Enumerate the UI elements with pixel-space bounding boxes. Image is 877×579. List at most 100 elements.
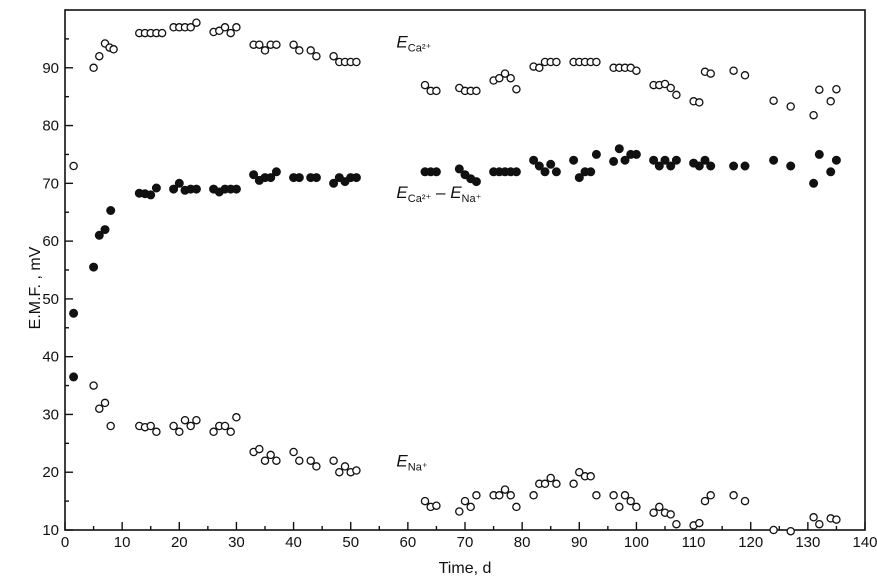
open-point xyxy=(569,479,578,489)
open-point xyxy=(340,462,350,471)
open-point xyxy=(89,63,98,73)
open-point xyxy=(666,510,675,519)
filled-point xyxy=(809,178,819,188)
x-tick-label: 50 xyxy=(342,534,359,551)
open-point xyxy=(592,491,601,500)
y-tick-label: 20 xyxy=(42,464,59,481)
open-point xyxy=(69,161,78,171)
filled-point xyxy=(266,173,276,183)
open-point xyxy=(575,467,584,477)
open-point xyxy=(226,427,235,437)
series-label: ENa⁺ xyxy=(396,451,427,473)
open-point xyxy=(815,85,824,94)
filled-point xyxy=(534,161,544,171)
filled-point xyxy=(631,149,641,159)
open-point xyxy=(295,456,304,465)
filled-point xyxy=(146,190,156,200)
filled-point xyxy=(100,225,110,235)
open-point xyxy=(466,502,475,512)
filled-point xyxy=(431,167,441,177)
open-point xyxy=(666,83,675,93)
open-point xyxy=(626,496,635,506)
open-point xyxy=(512,502,521,512)
open-point xyxy=(769,96,778,105)
filled-point xyxy=(329,178,339,188)
x-tick-label: 30 xyxy=(228,534,245,551)
open-point xyxy=(312,51,321,61)
open-point xyxy=(220,421,230,431)
filled-point xyxy=(706,161,716,171)
open-point xyxy=(832,515,841,524)
open-point xyxy=(546,473,555,483)
filled-point xyxy=(569,155,579,165)
open-point xyxy=(312,462,321,471)
filled-point xyxy=(769,155,779,165)
open-point xyxy=(95,51,104,61)
open-point xyxy=(695,98,704,107)
data-points xyxy=(69,18,841,536)
open-point xyxy=(209,427,218,437)
x-tick-label: 80 xyxy=(514,534,531,551)
open-point xyxy=(420,496,430,506)
filled-point xyxy=(551,167,561,177)
open-point xyxy=(809,110,818,120)
filled-point xyxy=(740,161,750,171)
open-point xyxy=(192,415,201,425)
y-tick-label: 30 xyxy=(42,406,59,423)
open-point xyxy=(632,502,641,512)
filled-point xyxy=(231,184,241,194)
open-point xyxy=(272,456,281,465)
filled-point xyxy=(729,161,739,171)
open-point xyxy=(535,63,544,73)
filled-point xyxy=(271,167,281,177)
open-point xyxy=(180,415,190,425)
open-point xyxy=(609,491,618,500)
open-point xyxy=(192,18,201,27)
open-point xyxy=(672,519,681,529)
open-point xyxy=(740,71,750,80)
x-tick-label: 70 xyxy=(457,534,474,551)
x-tick-label: 20 xyxy=(171,534,188,551)
filled-point xyxy=(591,149,601,159)
open-point xyxy=(826,97,835,106)
filled-point xyxy=(786,161,796,171)
open-point xyxy=(95,404,104,413)
open-point xyxy=(335,467,344,477)
open-point xyxy=(706,69,715,78)
x-axis-title: Time, d xyxy=(439,560,492,577)
filled-point xyxy=(294,173,304,183)
x-tick-label: 140 xyxy=(852,534,877,551)
y-tick-label: 60 xyxy=(42,233,59,250)
filled-point xyxy=(94,230,104,240)
open-point xyxy=(295,46,304,55)
y-tick-label: 10 xyxy=(42,522,59,539)
filled-point xyxy=(191,184,201,194)
open-point xyxy=(352,57,361,67)
x-tick-label: 100 xyxy=(624,534,649,551)
filled-point xyxy=(666,161,676,171)
open-point xyxy=(506,491,515,500)
open-point xyxy=(186,421,195,431)
x-tick-label: 110 xyxy=(682,534,706,551)
filled-point xyxy=(660,155,670,165)
filled-point xyxy=(620,155,630,165)
open-point xyxy=(592,57,601,67)
filled-point xyxy=(540,167,550,177)
open-point xyxy=(729,491,738,500)
filled-point xyxy=(249,170,259,180)
x-tick-label: 90 xyxy=(571,534,588,551)
open-point xyxy=(152,427,161,437)
open-point xyxy=(552,479,561,489)
filled-point xyxy=(151,183,161,193)
open-point xyxy=(169,421,178,431)
x-tick-label: 40 xyxy=(285,534,302,551)
open-point xyxy=(786,526,795,536)
open-point xyxy=(512,84,521,94)
open-point xyxy=(232,413,241,422)
open-point xyxy=(495,491,504,500)
open-point xyxy=(260,456,270,465)
open-point xyxy=(649,508,658,517)
open-point xyxy=(769,525,778,535)
open-point xyxy=(157,28,167,38)
series-label: ECa²⁺ – ENa⁺ xyxy=(396,183,481,205)
